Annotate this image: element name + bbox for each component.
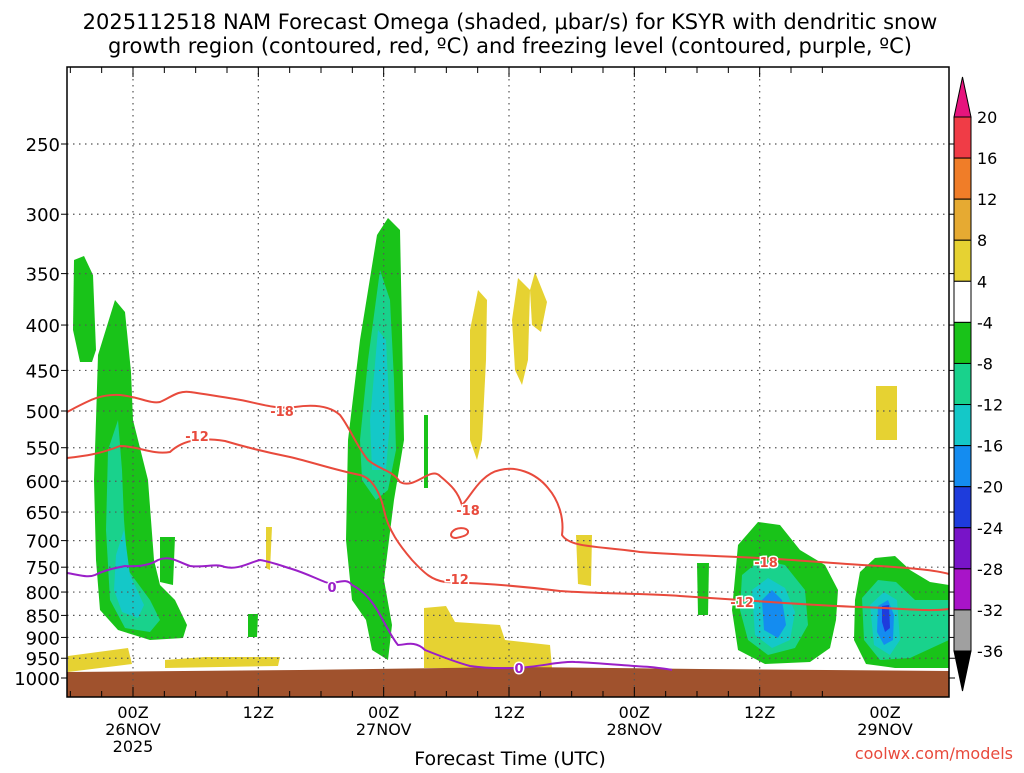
colorbar-swatch <box>953 445 972 488</box>
colorbar: 20 16 12 8 4 -4 -8 -12 -16 -20 -24 -28 -32 -36 <box>953 76 1003 692</box>
x-tick-label: 2025 <box>113 737 154 756</box>
shade-yellow-8 <box>876 386 897 440</box>
y-axis: 2503003504004505005506006507007508008509… <box>14 135 955 690</box>
x-tick-label: 12Z <box>243 703 274 722</box>
chart-title-line-2: growth region (contoured, red, ºC) and f… <box>108 34 912 58</box>
shade-green-3 <box>160 537 175 585</box>
x-tick-label: 27NOV <box>356 720 412 739</box>
y-tick-label: 300 <box>26 205 60 226</box>
credit-text: coolwx.com/models <box>855 744 1013 763</box>
contour-label-group: -18 -12 -18 -12 -18 -12 0 0 <box>184 404 780 679</box>
y-tick-label: 400 <box>26 316 60 337</box>
shade-yellow-4 <box>470 290 487 460</box>
shade-green-7 <box>697 563 709 615</box>
y-tick-label: 550 <box>26 439 60 460</box>
x-tick-label: 00Z <box>619 703 650 722</box>
contour-label-2: -12 <box>185 430 209 445</box>
colorbar-label: -28 <box>977 560 1003 579</box>
colorbar-top-arrow <box>953 76 972 118</box>
shade-yellow-1 <box>68 648 132 672</box>
colorbar-swatch <box>953 404 972 447</box>
contour-freezing-level <box>66 557 673 671</box>
shade-green-4 <box>248 614 258 637</box>
x-tick-label: 00Z <box>368 703 399 722</box>
colorbar-swatch <box>953 362 972 406</box>
colorbar-label: -32 <box>977 601 1003 620</box>
colorbar-label: 4 <box>977 272 987 291</box>
shade-yellow-5 <box>512 278 530 385</box>
colorbar-label: -4 <box>977 313 993 332</box>
x-tick-label: 12Z <box>744 703 775 722</box>
y-tick-label: 1000 <box>14 669 60 690</box>
x-tick-label: 29NOV <box>857 720 913 739</box>
colorbar-swatch <box>953 157 972 200</box>
contour-dgz-minus12 <box>66 438 950 612</box>
colorbar-label: 16 <box>977 149 997 168</box>
contour-label-3: -18 <box>456 504 480 519</box>
contour-label-1: -18 <box>270 405 294 420</box>
colorbar-swatch <box>953 568 972 611</box>
colorbar-label: 12 <box>977 190 997 209</box>
colorbar-swatch <box>953 239 972 282</box>
shade-yellow-7 <box>576 535 592 586</box>
x-tick-label: 26NOV <box>105 720 161 739</box>
y-tick-label: 500 <box>26 402 60 423</box>
x-tick-label: 00Z <box>117 703 148 722</box>
colorbar-label: -12 <box>977 396 1003 415</box>
colorbar-swatch <box>953 609 972 652</box>
x-axis-title: Forecast Time (UTC) <box>414 748 605 768</box>
shade-yellow-9 <box>266 527 272 570</box>
x-tick-label: 00Z <box>869 703 900 722</box>
y-tick-label: 750 <box>26 558 60 579</box>
colorbar-swatch <box>953 486 972 529</box>
colorbar-label: -20 <box>977 478 1003 497</box>
contour-label-4: -12 <box>445 573 469 588</box>
y-tick-label: 950 <box>26 649 60 670</box>
colorbar-swatch <box>953 116 972 159</box>
y-tick-label: 650 <box>26 503 60 524</box>
omega-shading <box>68 218 949 672</box>
x-tick-label: 12Z <box>493 703 524 722</box>
y-tick-label: 900 <box>26 628 60 649</box>
chart-title-line-1: 2025112518 NAM Forecast Omega (shaded, μ… <box>83 10 938 34</box>
shade-cyan-1 <box>114 530 144 618</box>
y-tick-label: 450 <box>26 361 60 382</box>
colorbar-swatch <box>953 198 972 241</box>
contour-ring-small <box>450 527 470 540</box>
contour-label-6: -12 <box>730 596 754 611</box>
x-tick-label: 28NOV <box>607 720 663 739</box>
shade-green-6 <box>424 415 428 488</box>
colorbar-label: -24 <box>977 519 1003 538</box>
y-tick-label: 850 <box>26 606 60 627</box>
y-tick-label: 700 <box>26 532 60 553</box>
contour-dgz-minus18 <box>66 390 950 575</box>
contour-label-7: 0 <box>327 581 336 596</box>
colorbar-label: -36 <box>977 642 1003 661</box>
colorbar-swatch <box>953 527 972 570</box>
y-tick-label: 800 <box>26 583 60 604</box>
plot-frame <box>66 66 950 698</box>
contour-label-5: -18 <box>754 556 778 571</box>
y-tick-label: 250 <box>26 135 60 156</box>
terrain-ground <box>67 667 949 697</box>
colorbar-label: -16 <box>977 437 1003 456</box>
contour-lines <box>66 390 950 671</box>
shade-yellow-2 <box>165 657 280 668</box>
y-tick-label: 350 <box>26 265 60 286</box>
colorbar-bottom-arrow <box>953 650 972 692</box>
y-tick-label: 600 <box>26 472 60 493</box>
colorbar-label: 8 <box>977 231 987 250</box>
shade-cyan-2 <box>370 330 390 470</box>
colorbar-label: -8 <box>977 354 993 373</box>
shade-yellow-6 <box>530 272 547 332</box>
shade-green-1 <box>73 256 96 362</box>
shade-darkblue-1 <box>882 605 890 632</box>
contour-label-8: 0 <box>514 662 523 677</box>
colorbar-swatch <box>953 280 972 323</box>
colorbar-label: 20 <box>977 108 997 127</box>
colorbar-swatch <box>953 321 972 364</box>
